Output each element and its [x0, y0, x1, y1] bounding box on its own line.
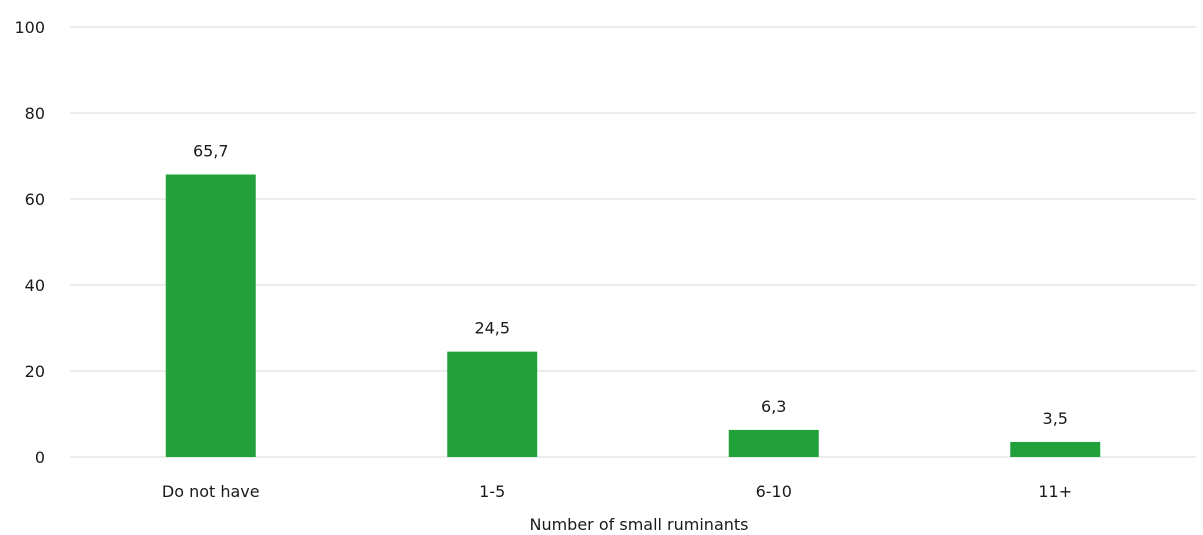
data-label-0: 65,7 — [193, 141, 229, 160]
data-label-2: 6,3 — [761, 397, 786, 416]
x-category-label-1: 1-5 — [479, 482, 505, 501]
x-axis-categories: Do not have 1-5 6-10 11+ — [162, 482, 1072, 501]
y-tick-label-80: 80 — [25, 104, 45, 123]
y-tick-label-40: 40 — [25, 276, 45, 295]
bar-11- — [1010, 441, 1101, 457]
x-axis-title: Number of small ruminants — [529, 515, 748, 534]
y-tick-label-20: 20 — [25, 362, 45, 381]
gridlines — [70, 26, 1196, 458]
x-category-label-3: 11+ — [1038, 482, 1072, 501]
y-tick-label-100: 100 — [14, 18, 45, 37]
x-category-label-0: Do not have — [162, 482, 260, 501]
y-axis-ticks: 0 20 40 60 80 100 — [14, 18, 45, 467]
bar-6-10 — [728, 429, 819, 457]
bar-do-not-have — [165, 174, 256, 458]
data-labels: 65,7 24,5 6,3 3,5 — [193, 141, 1068, 427]
data-label-3: 3,5 — [1043, 409, 1068, 428]
bar-1-5 — [447, 351, 538, 457]
y-tick-label-60: 60 — [25, 190, 45, 209]
y-tick-label-0: 0 — [35, 448, 45, 467]
bars — [165, 174, 1101, 458]
data-label-1: 24,5 — [474, 319, 510, 338]
x-category-label-2: 6-10 — [756, 482, 792, 501]
